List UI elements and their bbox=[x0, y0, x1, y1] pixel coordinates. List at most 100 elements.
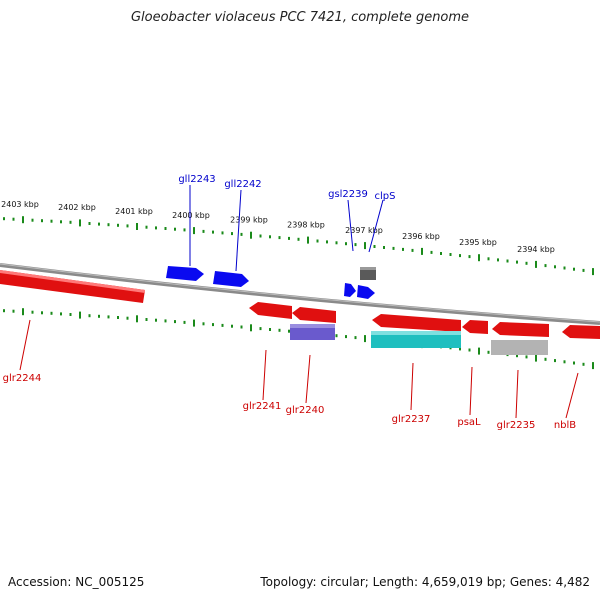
gene-nblb-arrow[interactable] bbox=[562, 325, 600, 339]
ruler-label: 2399 kbp bbox=[230, 216, 268, 225]
ruler-bottom-minor-tick bbox=[174, 320, 176, 324]
gene-leader-lines bbox=[19, 185, 579, 419]
gene-label-glr2235[interactable]: glr2235 bbox=[497, 420, 536, 431]
ruler-top-minor-tick bbox=[354, 243, 357, 247]
genome-backbone bbox=[0, 263, 600, 325]
ruler-top-minor-tick bbox=[269, 235, 271, 239]
ruler-bottom-minor-tick bbox=[183, 320, 186, 324]
ruler-bottom-minor-tick bbox=[145, 318, 148, 321]
gene-label-gll2243[interactable]: gll2243 bbox=[178, 174, 215, 185]
gene-label-gll2242[interactable]: gll2242 bbox=[224, 179, 261, 190]
gene-label-glr2241[interactable]: glr2241 bbox=[243, 401, 282, 412]
gene-label-glr2244[interactable]: glr2244 bbox=[3, 373, 42, 384]
gene-label-gsl2239[interactable]: gsl2239 bbox=[328, 189, 368, 200]
gene-glr2241-arrow[interactable] bbox=[249, 302, 292, 319]
leader-gsl2239 bbox=[347, 199, 354, 252]
ruler-top-minor-tick bbox=[297, 237, 300, 241]
ruler-top-minor-tick bbox=[12, 217, 15, 221]
ruler-top-minor-tick bbox=[383, 246, 385, 249]
ruler-bottom-minor-tick bbox=[544, 357, 547, 361]
ruler-bottom-minor-tick bbox=[126, 316, 129, 320]
ruler-bottom-minor-tick bbox=[563, 360, 566, 364]
gene-label-clps[interactable]: clpS bbox=[375, 191, 396, 202]
ruler-top-major-tick bbox=[79, 219, 81, 227]
ruler-bottom-minor-tick bbox=[345, 335, 347, 339]
ruler-label: 2398 kbp bbox=[287, 221, 325, 230]
ruler-top-minor-tick bbox=[107, 223, 110, 227]
gene-psal-arrow[interactable] bbox=[462, 320, 488, 334]
gene-gsl2239-arrow[interactable] bbox=[344, 283, 356, 297]
gene-glr2237-arrow[interactable] bbox=[372, 314, 461, 332]
ruler-top-minor-tick bbox=[288, 236, 290, 240]
ruler-bottom-minor-tick bbox=[31, 310, 34, 314]
gene-gll2242-arrow[interactable] bbox=[213, 271, 249, 287]
ruler-top-major-tick bbox=[535, 260, 537, 268]
ruler-top-minor-tick bbox=[373, 245, 376, 248]
ruler-top-major-tick bbox=[478, 254, 480, 262]
ruler-top-minor-tick bbox=[554, 265, 556, 269]
gene-label-glr2240[interactable]: glr2240 bbox=[286, 405, 325, 416]
gene-gll2243-arrow[interactable] bbox=[166, 266, 204, 281]
ruler-bottom-minor-tick bbox=[231, 324, 233, 328]
gene-glr2235-arrow[interactable] bbox=[492, 322, 549, 337]
ruler-bottom-minor-tick bbox=[98, 314, 100, 318]
ruler-bottom-major-tick bbox=[79, 311, 81, 319]
ruler-bottom-major-tick bbox=[535, 354, 537, 362]
ruler-top-minor-tick bbox=[402, 247, 404, 251]
ruler-top-major-tick bbox=[307, 236, 309, 244]
ruler-labels: 2403 kbp 2402 kbp 2401 kbp 2400 kbp 2399 kbp… bbox=[1, 200, 555, 254]
ruler-bottom-major-tick bbox=[592, 362, 594, 370]
leader-psal bbox=[469, 366, 473, 416]
ruler-top-minor-tick bbox=[459, 254, 461, 258]
ruler-bottom-minor-tick bbox=[88, 314, 91, 318]
leader-glr2235 bbox=[515, 369, 519, 419]
ruler-bottom-minor-tick bbox=[41, 311, 43, 315]
ruler-bottom-minor-tick bbox=[221, 323, 224, 327]
ruler-bottom-major-tick bbox=[478, 347, 480, 355]
feature-blocks bbox=[290, 324, 548, 355]
feature-block-grey[interactable] bbox=[491, 340, 548, 355]
ruler-top-minor-tick bbox=[563, 266, 566, 270]
gene-label-psal[interactable]: psaL bbox=[457, 417, 481, 428]
ruler-top-minor-tick bbox=[544, 264, 547, 268]
gene-rna-block-highlight bbox=[360, 267, 376, 270]
gene-rna-block[interactable] bbox=[360, 267, 376, 280]
ruler-top-minor-tick bbox=[202, 229, 205, 233]
gene-labels: gll2243 gll2242 gsl2239 clpS glr2244 glr… bbox=[3, 174, 577, 431]
ruler-bottom-minor-tick bbox=[288, 329, 290, 333]
leader-gll2242 bbox=[235, 189, 242, 272]
ruler-bottom-minor-tick bbox=[278, 328, 281, 332]
ruler-top-major-tick bbox=[193, 227, 195, 235]
ruler-top-minor-tick bbox=[335, 241, 338, 245]
gene-glr2240-arrow[interactable] bbox=[292, 307, 336, 323]
gene-label-nblb[interactable]: nblB bbox=[554, 420, 576, 431]
ruler-bottom-minor-tick bbox=[60, 312, 62, 316]
gene-clps-arrow[interactable] bbox=[357, 285, 375, 299]
feature-block-violet-highlight bbox=[290, 324, 335, 328]
ruler-top-minor-tick bbox=[183, 228, 186, 232]
gene-label-glr2237[interactable]: glr2237 bbox=[392, 414, 431, 425]
feature-block-cyan[interactable] bbox=[371, 331, 461, 348]
ruler-top-minor-tick bbox=[525, 261, 528, 265]
ruler-label: 2394 kbp bbox=[517, 245, 555, 254]
ruler-top-minor-tick bbox=[117, 223, 119, 227]
reverse-genes bbox=[0, 270, 600, 339]
ruler-top-minor-tick bbox=[259, 234, 262, 238]
ruler-bottom-minor-tick bbox=[107, 315, 110, 319]
ruler-bottom-minor-tick bbox=[212, 323, 214, 327]
leader-nblb bbox=[565, 372, 579, 419]
leader-glr2237 bbox=[410, 362, 414, 411]
ruler-top-minor-tick bbox=[392, 246, 395, 250]
ruler-top-minor-tick bbox=[497, 258, 499, 262]
genome-summary-text: Topology: circular; Length: 4,659,019 bp… bbox=[260, 575, 590, 589]
ruler-bottom-minor-tick bbox=[516, 354, 518, 358]
ruler-top-major-tick bbox=[22, 216, 24, 224]
ruler-top-minor-tick bbox=[516, 260, 518, 264]
ruler-top-minor-tick bbox=[573, 267, 575, 271]
leader-glr2240 bbox=[305, 354, 311, 404]
ruler-bottom-major-tick bbox=[250, 324, 252, 332]
genome-backbone-highlight bbox=[0, 263, 600, 323]
gene-glr2244-arrow[interactable] bbox=[0, 270, 145, 303]
ruler-bottom-minor-tick bbox=[155, 318, 157, 322]
